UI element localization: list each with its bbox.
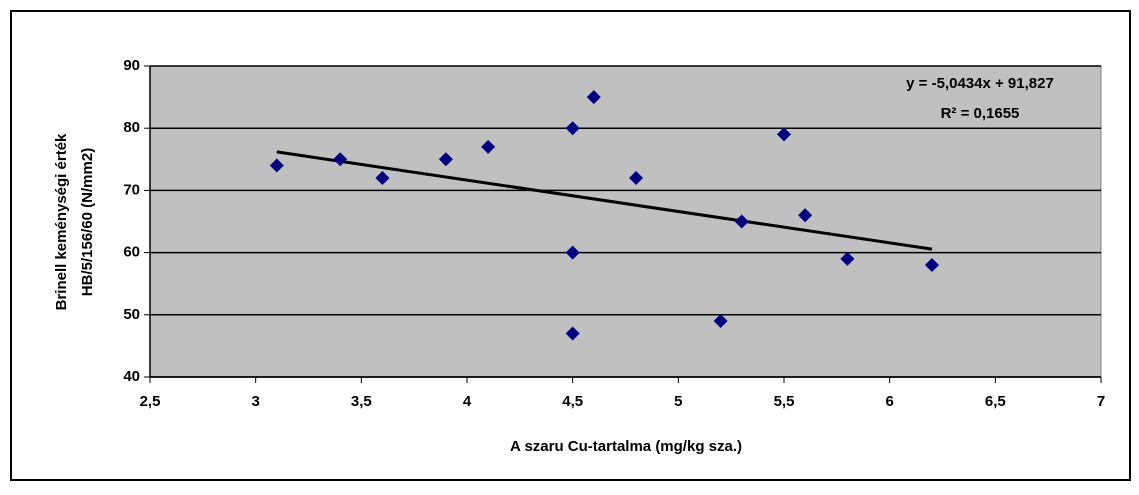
point: [629, 170, 644, 185]
point: [840, 251, 855, 266]
x-axis-label: A szaru Cu-tartalma (mg/kg sza.): [510, 438, 742, 455]
x-tick-label: 6,5: [985, 393, 1006, 410]
r-squared: R² = 0,1655: [941, 105, 1020, 122]
point: [438, 152, 453, 167]
y-tick-label: 50: [123, 306, 140, 323]
y-tick-label: 80: [123, 119, 140, 136]
y-tick-label: 40: [123, 368, 140, 385]
x-tick-label: 3: [251, 393, 259, 410]
point: [565, 245, 580, 260]
plot-area: [149, 65, 1102, 378]
point: [565, 121, 580, 136]
point: [798, 208, 813, 223]
point: [713, 314, 728, 329]
y-axis-label: Brinell keménységi érték: [53, 133, 70, 310]
point: [333, 152, 348, 167]
point: [375, 170, 390, 185]
x-tick-label: 4,5: [562, 393, 583, 410]
x-tick-label: 4: [463, 393, 472, 410]
y-tick-label: 90: [123, 57, 140, 74]
point: [481, 139, 496, 154]
x-tick-label: 3,5: [351, 393, 372, 410]
x-tick-label: 7: [1097, 393, 1105, 410]
y-tick-label: 60: [123, 244, 140, 261]
x-tick-label: 5,5: [774, 393, 795, 410]
point: [269, 158, 284, 173]
point: [734, 214, 749, 229]
trendline-equation: y = -5,0434x + 91,827: [906, 75, 1054, 92]
point: [924, 258, 939, 273]
point: [777, 127, 791, 142]
x-tick-label: 6: [885, 393, 893, 410]
x-tick-label: 5: [674, 393, 682, 410]
y-tick-label: 70: [123, 181, 140, 198]
point: [565, 326, 580, 341]
trendline: [276, 150, 933, 251]
y-axis-label: HB/5/156/60 (N/mm2): [79, 148, 96, 296]
x-tick-label: 2,5: [140, 393, 161, 410]
point: [586, 90, 601, 105]
